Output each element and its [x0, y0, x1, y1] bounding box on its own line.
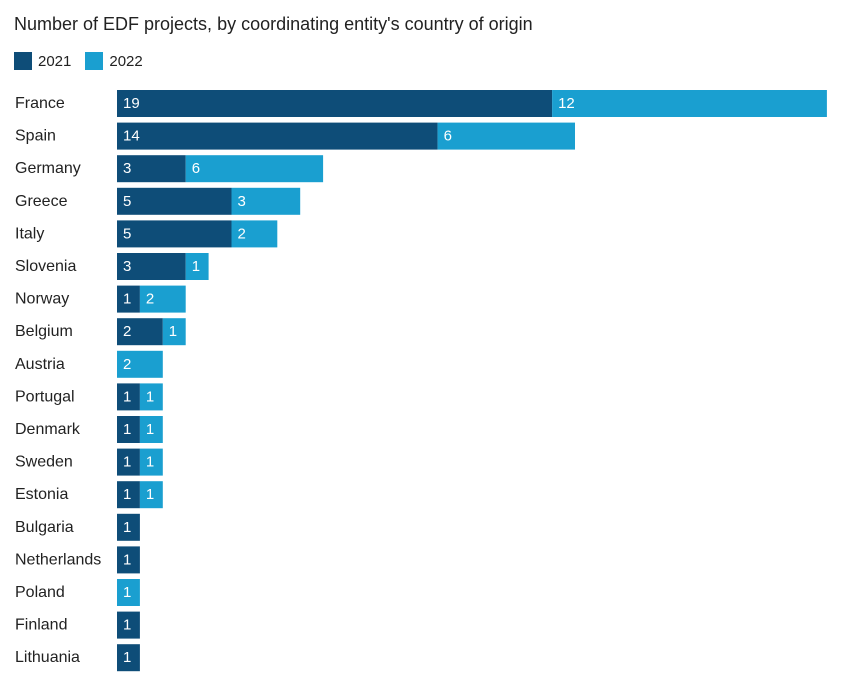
category-label-bulgaria: Bulgaria: [15, 519, 74, 536]
value-label-portugal-2021: 1: [123, 388, 131, 405]
value-label-italy-2022: 2: [238, 225, 246, 242]
bar-portugal-2021: [117, 383, 140, 411]
value-label-france-2021: 19: [123, 95, 140, 112]
legend-item-2021: 2021: [14, 52, 71, 70]
bar-estonia-2021: [117, 481, 140, 509]
bar-lithuania-2021: [117, 644, 140, 672]
bar-france-2021: [117, 90, 553, 117]
category-label-poland: Poland: [15, 584, 65, 601]
bar-netherlands-2021: [117, 546, 140, 574]
category-label-belgium: Belgium: [15, 323, 73, 340]
category-label-spain: Spain: [15, 128, 56, 145]
bar-germany-2021: [117, 155, 186, 183]
category-label-germany: Germany: [15, 160, 81, 177]
category-label-austria: Austria: [15, 356, 65, 373]
value-label-austria-2022: 2: [123, 356, 131, 373]
value-label-france-2022: 12: [558, 95, 575, 112]
bar-belgium-2021: [117, 318, 163, 346]
legend-label-2021: 2021: [38, 52, 72, 70]
bar-spain-2022: [437, 122, 575, 150]
value-label-portugal-2022: 1: [146, 388, 154, 405]
legend: 2021 2022: [14, 52, 157, 70]
category-label-finland: Finland: [15, 617, 67, 634]
bar-belgium-2022: [162, 318, 186, 346]
value-label-belgium-2022: 1: [169, 323, 177, 340]
category-label-france: France: [15, 95, 65, 112]
bar-slovenia-2022: [185, 253, 209, 280]
value-label-finland-2021: 1: [123, 617, 131, 634]
legend-swatch-2021: [14, 52, 32, 70]
value-label-slovenia-2022: 1: [192, 258, 200, 275]
value-label-poland-2022: 1: [123, 584, 131, 601]
value-label-sweden-2021: 1: [123, 454, 131, 471]
bar-denmark-2022: [139, 416, 163, 443]
bar-norway-2021: [117, 285, 140, 313]
category-label-portugal: Portugal: [15, 388, 75, 405]
bar-poland-2022: [117, 579, 140, 606]
legend-item-2022: 2022: [85, 52, 143, 70]
category-label-netherlands: Netherlands: [15, 551, 101, 568]
value-label-germany-2021: 3: [123, 160, 131, 177]
bar-germany-2022: [185, 155, 324, 183]
bar-portugal-2022: [139, 383, 163, 411]
value-label-slovenia-2021: 3: [123, 258, 131, 275]
bar-france-2022: [552, 90, 827, 117]
bar-spain-2021: [117, 122, 438, 150]
bar-norway-2022: [139, 285, 186, 313]
bar-sweden-2021: [117, 448, 140, 476]
bar-italy-2022: [231, 220, 278, 248]
category-label-lithuania: Lithuania: [15, 649, 80, 666]
bar-bulgaria-2021: [117, 513, 140, 541]
value-label-denmark-2021: 1: [123, 421, 131, 438]
value-label-netherlands-2021: 1: [123, 551, 131, 568]
value-label-belgium-2021: 2: [123, 323, 131, 340]
value-label-spain-2022: 6: [444, 128, 452, 145]
legend-label-2022: 2022: [109, 52, 143, 70]
bar-sweden-2022: [139, 448, 163, 476]
value-label-germany-2022: 6: [192, 160, 200, 177]
bar-estonia-2022: [139, 481, 163, 509]
category-label-greece: Greece: [15, 193, 68, 210]
value-label-greece-2021: 5: [123, 193, 131, 210]
category-label-sweden: Sweden: [15, 454, 73, 471]
category-label-denmark: Denmark: [15, 421, 81, 438]
chart-title: Number of EDF projects, by coordinating …: [14, 14, 533, 34]
legend-swatch-2022: [85, 52, 104, 70]
value-label-denmark-2022: 1: [146, 421, 154, 438]
value-label-estonia-2022: 1: [146, 486, 154, 503]
bar-finland-2021: [117, 611, 140, 639]
value-label-estonia-2021: 1: [123, 486, 131, 503]
value-label-greece-2022: 3: [238, 193, 246, 210]
bar-slovenia-2021: [117, 253, 186, 280]
bar-greece-2021: [117, 187, 232, 215]
category-label-italy: Italy: [15, 225, 44, 242]
category-label-slovenia: Slovenia: [15, 258, 76, 275]
category-label-estonia: Estonia: [15, 486, 68, 503]
bar-austria-2022: [117, 350, 163, 378]
value-label-italy-2021: 5: [123, 225, 131, 242]
bar-greece-2022: [231, 187, 301, 215]
value-label-norway-2021: 1: [123, 291, 131, 308]
value-label-lithuania-2021: 1: [123, 649, 131, 666]
value-label-spain-2021: 14: [123, 128, 140, 145]
value-label-norway-2022: 2: [146, 291, 154, 308]
value-label-bulgaria-2021: 1: [123, 519, 131, 536]
value-label-sweden-2022: 1: [146, 454, 154, 471]
bar-italy-2021: [117, 220, 232, 248]
category-label-norway: Norway: [15, 291, 69, 308]
bar-denmark-2021: [117, 416, 140, 443]
